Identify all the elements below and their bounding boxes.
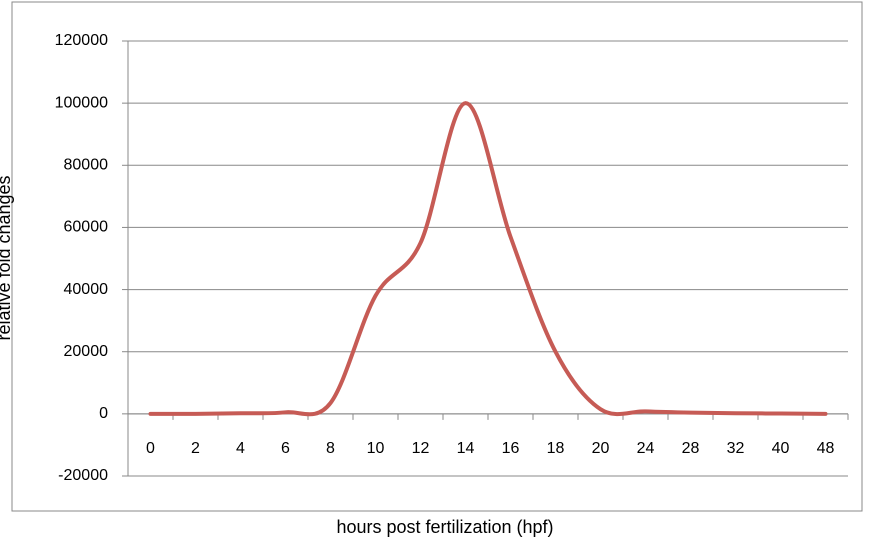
y-tick-label: -20000	[58, 467, 108, 484]
x-tick-label: 12	[412, 440, 430, 457]
x-tick-label: 18	[547, 440, 565, 457]
x-tick-label: 2	[191, 440, 200, 457]
x-tick-label: 48	[817, 440, 835, 457]
x-tick-label: 10	[367, 440, 385, 457]
x-tick-label: 16	[502, 440, 520, 457]
y-tick-label: 40000	[64, 281, 109, 298]
x-tick-label: 40	[772, 440, 790, 457]
data-line	[148, 101, 828, 417]
y-tick-label: 60000	[64, 219, 109, 236]
x-axis-label: hours post fertilization (hpf)	[336, 517, 553, 537]
x-tick-label: 6	[281, 440, 290, 457]
x-tick-label: 8	[326, 440, 335, 457]
y-tick-label: 80000	[64, 157, 109, 174]
chart-frame	[11, 1, 863, 512]
y-tick-label: 120000	[55, 32, 108, 49]
y-tick-label: 20000	[64, 343, 109, 360]
x-tick-label: 0	[146, 440, 155, 457]
y-axis-label: relative fold changes	[0, 175, 14, 340]
x-tick-label: 32	[727, 440, 745, 457]
x-tick-label: 20	[592, 440, 610, 457]
x-tick-label: 14	[457, 440, 475, 457]
y-tick-label: 0	[99, 405, 108, 422]
y-tick-label: 100000	[55, 94, 108, 111]
x-tick-label: 28	[682, 440, 700, 457]
x-tick-label: 4	[236, 440, 245, 457]
x-tick-label: 24	[637, 440, 655, 457]
